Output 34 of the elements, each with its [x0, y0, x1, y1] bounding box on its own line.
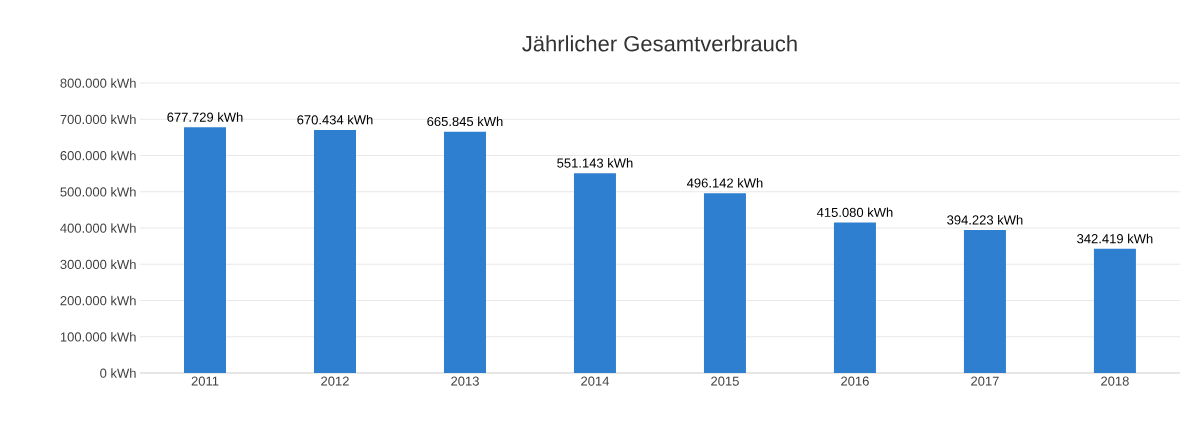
y-tick-label: 300.000 kWh [60, 259, 136, 270]
x-tick-label: 2013 [451, 376, 479, 386]
x-tick-label: 2015 [711, 376, 739, 386]
x-tick-label: 2014 [581, 376, 610, 386]
x-tick-label: 2011 [191, 376, 219, 386]
data-label: 665.845 kWh [427, 116, 503, 127]
bar [963, 230, 1006, 373]
bar [313, 129, 356, 373]
x-tick-label: 2017 [971, 376, 999, 386]
bar [443, 131, 486, 373]
y-tick-label: 200.000 kWh [60, 295, 136, 306]
data-label: 415.080 kWh [816, 207, 893, 217]
bar [573, 173, 616, 373]
y-tick-label: 800.000 kWh [60, 78, 136, 88]
y-tick-label: 400.000 kWh [60, 223, 136, 233]
y-tick-label: 500.000 kWh [60, 186, 136, 197]
y-tick-label: 700.000 kWh [60, 114, 136, 125]
data-label: 551.143 kWh [557, 158, 633, 168]
y-tick-label: 600.000 kWh [60, 150, 136, 161]
data-label: 677.729 kWh [167, 112, 243, 122]
chart-title: Jährlicher Gesamtverbrauch [522, 35, 797, 52]
x-tick-label: 2012 [321, 376, 349, 386]
y-tick-label: 0 kWh [100, 368, 136, 378]
bar [1093, 248, 1136, 373]
x-tick-label: 2018 [1101, 376, 1129, 386]
data-label: 670.434 kWh [297, 114, 373, 125]
bar [184, 127, 226, 373]
y-tick-label: 100.000 kWh [60, 331, 136, 342]
bar [833, 222, 876, 373]
data-label: 394.223 kWh [947, 215, 1023, 225]
data-label: 496.142 kWh [686, 178, 763, 188]
x-tick-label: 2016 [841, 376, 869, 386]
data-label: 342.419 kWh [1077, 233, 1153, 244]
bar [703, 193, 746, 373]
